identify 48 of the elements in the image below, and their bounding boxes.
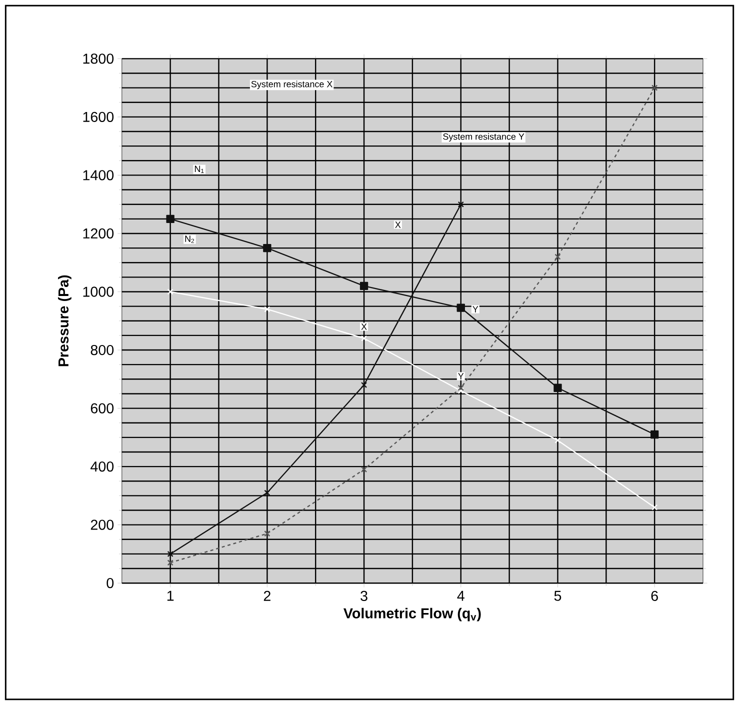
point: [167, 560, 174, 566]
annotation: System resistance Y: [443, 133, 524, 142]
annotation: X: [361, 324, 367, 330]
point: [264, 490, 270, 496]
x-tick-label: 5: [554, 590, 562, 601]
annotation: Y: [472, 306, 478, 312]
y-tick-label: 0: [106, 578, 114, 588]
x-tick-label: 6: [651, 590, 658, 602]
point: [167, 288, 174, 295]
point: [360, 466, 368, 473]
y-axis-title: Pressure (Pa): [58, 275, 72, 366]
point: [456, 304, 465, 312]
y-tick-label: 800: [90, 344, 114, 356]
point: [458, 384, 464, 391]
point: [166, 214, 174, 223]
annotation: X: [395, 222, 401, 228]
x-tick-label: 1: [167, 590, 174, 601]
annotation: N$_{2}$: [185, 236, 194, 243]
point: [554, 254, 561, 260]
y-tick-label: 1600: [83, 112, 114, 122]
y-tick-label: 1000: [83, 286, 114, 297]
y-tick-label: 1200: [83, 228, 114, 239]
annotation: N$_{1}$: [194, 166, 204, 173]
x-tick-label: 3: [360, 590, 368, 602]
point: [263, 244, 272, 252]
point: [652, 84, 658, 91]
point: [652, 504, 658, 510]
point: [264, 530, 270, 537]
point: [167, 550, 174, 558]
annotation: Y: [458, 373, 464, 380]
y-tick-label: 1400: [83, 170, 114, 180]
y-tick-label: 1800: [83, 54, 114, 64]
point: [554, 437, 561, 444]
x-tick-label: 4: [457, 590, 464, 601]
point: [360, 382, 368, 388]
x-tick-label: 2: [264, 590, 270, 601]
y-tick-label: 200: [90, 520, 114, 530]
point: [360, 282, 368, 290]
point: [650, 430, 659, 439]
x-axis-title: Volumetric Flow (q$_{v}$): [344, 608, 481, 622]
annotation: System resistance X: [251, 80, 332, 90]
y-tick-label: 400: [90, 461, 114, 472]
point: [458, 388, 464, 394]
point: [554, 384, 562, 392]
point: [360, 335, 368, 342]
point: [458, 201, 464, 208]
y-tick-label: 600: [90, 403, 114, 414]
point: [264, 306, 270, 312]
